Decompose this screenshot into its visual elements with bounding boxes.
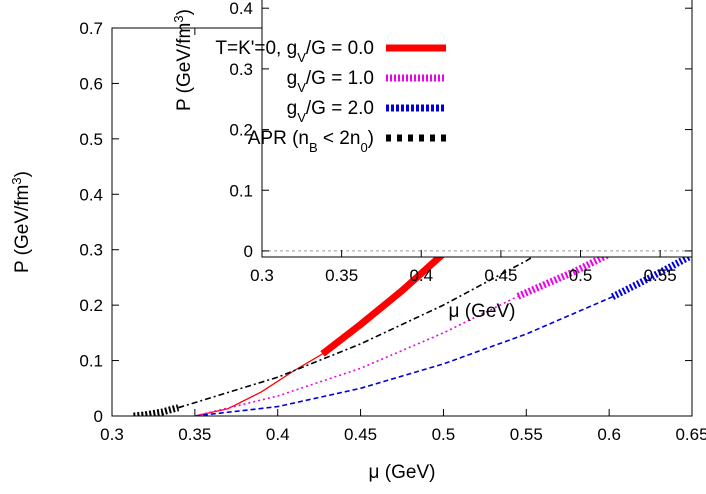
main-series-1 <box>320 250 446 357</box>
main-y-tick-label: 0.1 <box>79 352 103 371</box>
main-x-tick-label: 0.6 <box>597 425 621 444</box>
inset-panel: 0.3 0.35 0.4 0.45 0.5 0.55 0 0.1 0.2 0.3 0.4 μ (GeV… <box>171 0 693 322</box>
main-y-axis-label: P (GeV/fm3) <box>9 171 34 273</box>
main-series-6 <box>133 404 180 416</box>
main-x-tick-label: 0.3 <box>100 425 124 444</box>
inset-y-tick-label: 0.3 <box>229 60 253 79</box>
main-x-tick-label: 0.4 <box>266 425 290 444</box>
inset-y-tick-label: 0.2 <box>229 121 253 140</box>
inset-x-tick-label: 0.5 <box>569 266 593 285</box>
inset-x-tick-label: 0.3 <box>250 266 274 285</box>
main-y-tick-label: 0.5 <box>79 130 103 149</box>
inset-axes: 0.3 0.35 0.4 0.45 0.5 0.55 0 0.1 0.2 0.3 0.4 μ (GeV… <box>171 0 693 322</box>
main-y-tick-label: 0.2 <box>79 296 103 315</box>
main-series-0 <box>194 353 323 416</box>
main-y-tick-label: 0.7 <box>79 19 103 38</box>
main-series-7 <box>178 157 692 409</box>
main-y-tick-label: 0 <box>94 407 103 426</box>
main-y-tick-label: 0.3 <box>79 241 103 260</box>
main-y-tick-label: 0.6 <box>79 74 103 93</box>
inset-x-axis-label: μ (GeV) <box>449 301 516 322</box>
inset-frame <box>261 0 693 258</box>
main-x-tick-label: 0.55 <box>510 425 543 444</box>
inset-y-tick-label: 0 <box>244 242 253 261</box>
inset-background <box>262 0 692 257</box>
main-series-2 <box>194 295 519 416</box>
inset-y-tick-label: 0.4 <box>229 0 253 18</box>
main-x-tick-label: 0.35 <box>178 425 211 444</box>
inset-y-tick-label: 0.1 <box>229 181 253 200</box>
main-x-axis-label: μ (GeV) <box>369 462 436 483</box>
inset-x-tick-label: 0.55 <box>644 266 677 285</box>
inset-x-tick-label: 0.35 <box>325 266 358 285</box>
main-series-4 <box>194 296 613 416</box>
main-x-tick-label: 0.65 <box>675 425 706 444</box>
main-x-tick-label: 0.45 <box>344 425 377 444</box>
inset-x-tick-label: 0.45 <box>484 266 517 285</box>
inset-x-tick-label: 0.4 <box>409 266 433 285</box>
main-x-tick-label: 0.5 <box>432 425 456 444</box>
inset-y-axis-label: P (GeV/fm3) <box>171 9 196 111</box>
main-y-tick-label: 0.4 <box>79 185 103 204</box>
